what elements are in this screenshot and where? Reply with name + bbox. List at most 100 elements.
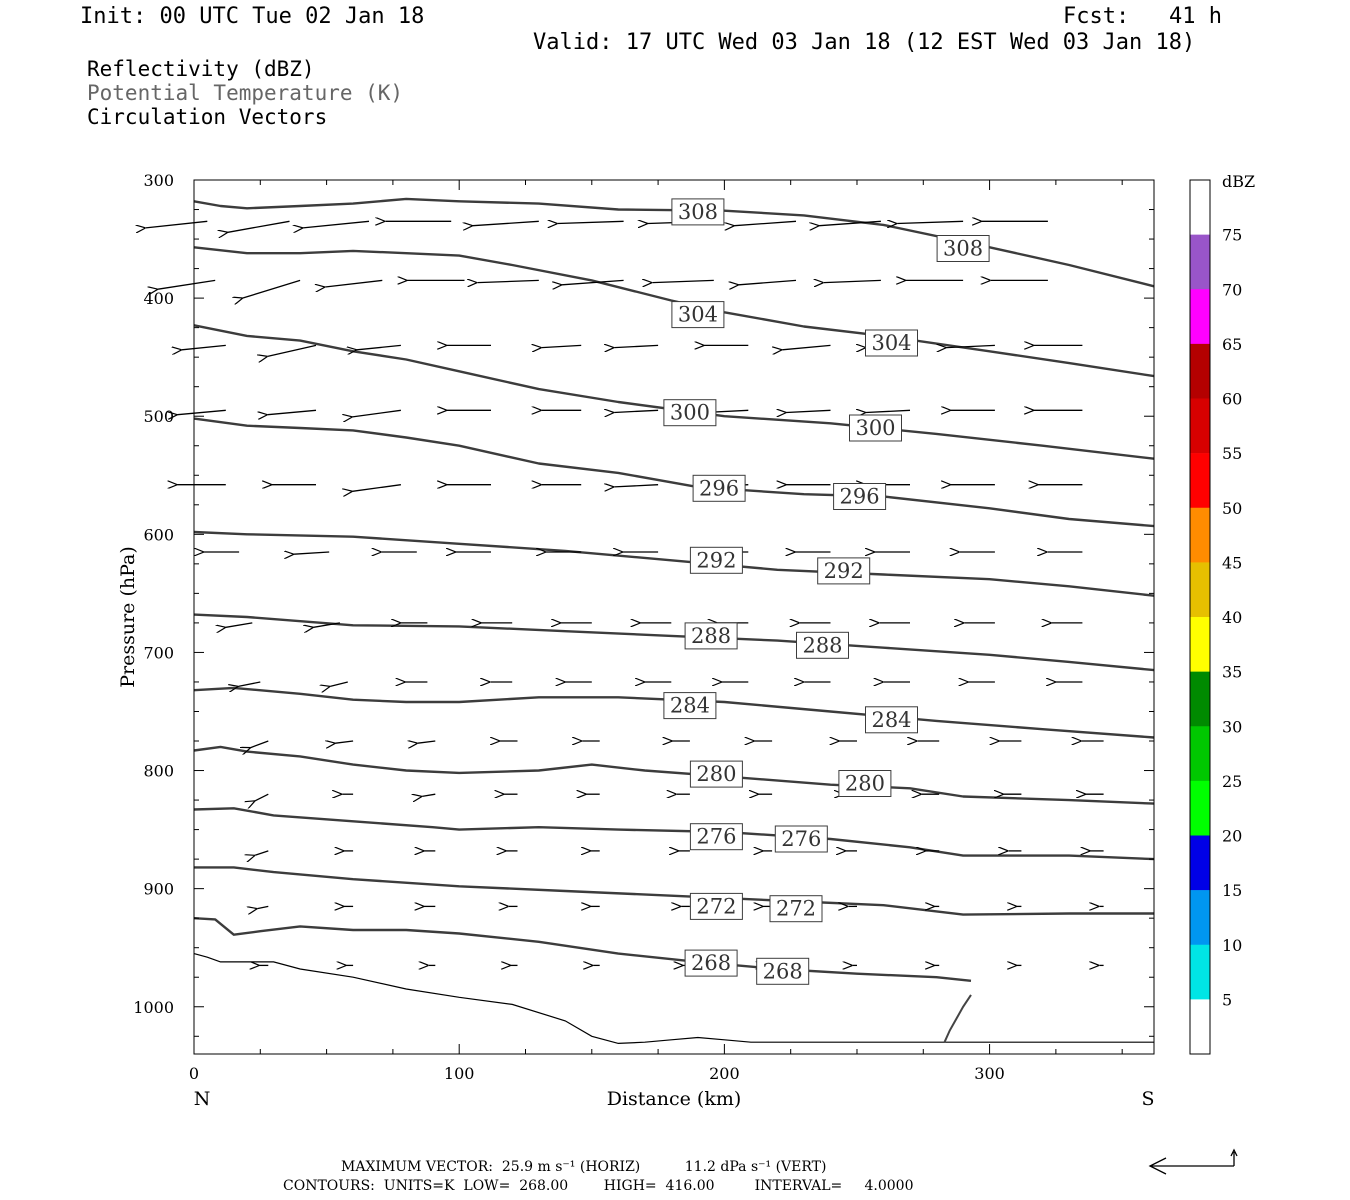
- isentrope-276: [193, 807, 1155, 861]
- circulation-vector: [255, 793, 269, 801]
- colorbar-segment: [1190, 453, 1210, 509]
- isentrope-label-box: [689, 546, 743, 574]
- colorbar-segment: [1190, 398, 1210, 454]
- circulation-vector: [787, 410, 831, 412]
- colorbar-label: 40: [1222, 608, 1242, 627]
- circulation-vector: [866, 410, 911, 412]
- isentrope-label: 268: [763, 959, 803, 983]
- circulation-vectors: [146, 221, 1104, 965]
- colorbar-segment: [1190, 562, 1210, 618]
- axes: 300 400 500 600 700 800 900 1000 0 100 200 300: [133, 171, 1154, 1083]
- y-tick-label: 400: [143, 289, 174, 308]
- colorbar-segment: [1190, 944, 1210, 1000]
- footer-max-vector: MAXIMUM VECTOR: 25.9 m s⁻¹ (HORIZ) 11.2 …: [341, 1159, 826, 1175]
- colorbar-label: 10: [1222, 936, 1242, 955]
- circulation-vector: [614, 485, 659, 487]
- isentrope-label: 276: [781, 827, 821, 851]
- x-tick-label: 0: [189, 1064, 199, 1083]
- colorbar-segment: [1190, 507, 1210, 563]
- colorbar-label: 50: [1222, 499, 1242, 518]
- circulation-vector: [819, 220, 881, 225]
- circulation-vector: [158, 279, 216, 289]
- isentrope-label: 296: [840, 485, 880, 509]
- isentrope-300: [193, 324, 1155, 460]
- isentrope-labels: 308 308 304 304 300 300 296 296 292 292 288 288 284 2…: [663, 198, 990, 985]
- isentropes: [193, 197, 1155, 982]
- isentrope-288: [193, 613, 1155, 672]
- colorbar-segment: [1190, 671, 1210, 727]
- circulation-vector: [255, 850, 269, 855]
- isentrope-label: 296: [699, 476, 739, 500]
- colorbar-segment: [1190, 999, 1210, 1055]
- circulation-vector: [558, 221, 624, 223]
- isentrope-292: [193, 530, 1155, 597]
- isentrope-label-box: [936, 235, 990, 262]
- circulation-vector: [734, 220, 797, 225]
- colorbar-segment: [1190, 726, 1210, 782]
- circulation-vector: [146, 220, 208, 228]
- colorbar-label: 75: [1222, 226, 1242, 245]
- circulation-vector: [238, 681, 261, 686]
- circulation-vector: [268, 344, 317, 356]
- colorbar-frame: [1189, 179, 1211, 1055]
- circulation-vector: [782, 344, 831, 349]
- circulation-vector: [336, 741, 354, 743]
- isentrope-label: 288: [802, 633, 842, 657]
- x-tick-label: 200: [709, 1064, 740, 1083]
- circulation-vector: [182, 344, 226, 349]
- colorbar-label: 20: [1222, 827, 1242, 846]
- isentrope-label-box: [671, 301, 725, 329]
- isentrope-label: 284: [670, 694, 710, 718]
- isentrope-label-box: [663, 692, 717, 720]
- isentrope-label-box: [838, 770, 892, 797]
- circulation-vector: [422, 794, 436, 796]
- circulation-vector: [357, 344, 401, 349]
- isentrope-label-box: [689, 760, 743, 788]
- colorbar-label: 30: [1222, 717, 1242, 736]
- isentrope-label-box: [849, 414, 902, 442]
- y-tick-label: 700: [143, 643, 174, 662]
- isentrope-label: 280: [845, 772, 885, 796]
- circulation-vector: [243, 279, 301, 298]
- circulation-vector: [824, 280, 881, 282]
- isentrope-label-box: [756, 957, 810, 985]
- isentrope-label: 280: [696, 762, 736, 786]
- isentrope-label-box: [817, 557, 871, 585]
- colorbar-segment: [1190, 234, 1210, 290]
- isentrope-label: 272: [696, 894, 736, 918]
- isentrope-280: [193, 745, 1155, 805]
- circulation-vector: [614, 345, 659, 347]
- circulation-vector: [897, 221, 964, 223]
- circulation-vector: [294, 552, 330, 554]
- isentrope-296: [193, 417, 1155, 528]
- circulation-vector: [418, 741, 436, 743]
- isentrope-label-box: [684, 622, 738, 650]
- isentrope-label: 300: [855, 416, 895, 440]
- isentrope-label: 272: [776, 897, 816, 921]
- circulation-vector: [614, 410, 659, 412]
- isentrope-label-box: [774, 825, 828, 853]
- circulation-vector: [330, 681, 348, 686]
- circulation-vector: [542, 345, 582, 347]
- isentrope-label: 304: [678, 303, 718, 327]
- colorbar-segment: [1190, 343, 1210, 399]
- isentrope-272: [194, 866, 1154, 916]
- isentrope-label-box: [689, 892, 743, 920]
- y-axis-label: Pressure (hPa): [117, 546, 139, 688]
- isentrope-304: [193, 246, 1155, 378]
- ridge-line: [943, 994, 972, 1043]
- colorbar-label: 65: [1222, 335, 1242, 354]
- circulation-vector: [251, 740, 269, 748]
- field-reflectivity: Reflectivity (dBZ): [87, 57, 315, 81]
- colorbar: 5 10 15 20 25 30 35 40 45 50 55 60 65 70 75 dBZ: [1189, 172, 1255, 1055]
- circulation-vector: [477, 280, 539, 282]
- colorbar-segment: [1190, 780, 1210, 836]
- circulation-vector: [228, 220, 290, 232]
- colorbar-label: 5: [1222, 990, 1232, 1009]
- circulation-vector: [562, 279, 624, 284]
- isentrope-label-box: [796, 631, 849, 659]
- circulation-vector: [473, 220, 539, 225]
- colorbar-segment: [1190, 890, 1210, 946]
- isentrope-label: 288: [691, 624, 731, 648]
